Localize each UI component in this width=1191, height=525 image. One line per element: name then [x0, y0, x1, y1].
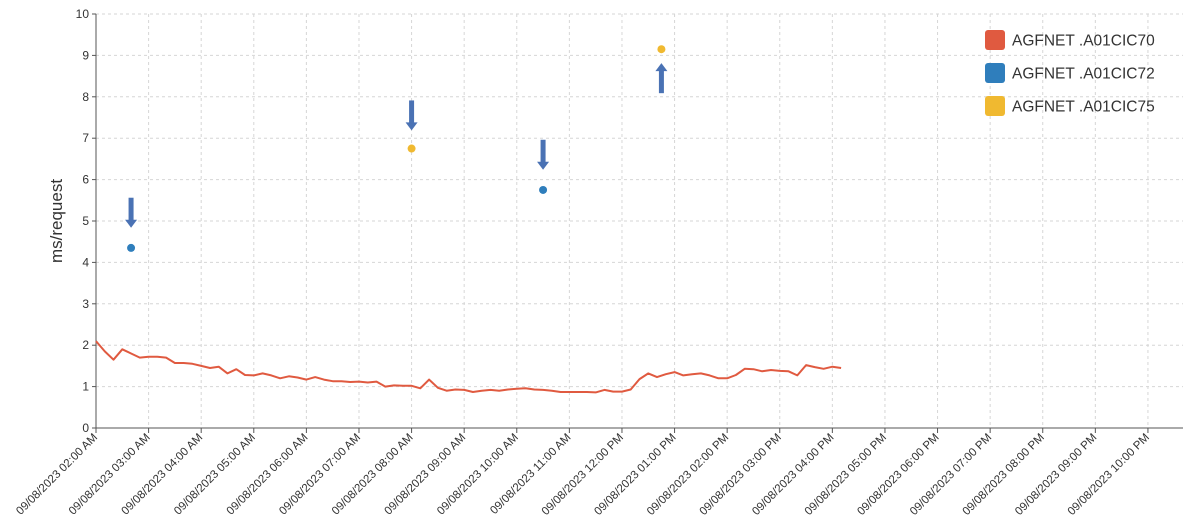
y-tick-label: 5	[82, 214, 89, 228]
y-tick-label: 7	[82, 131, 89, 145]
y-tick-label: 10	[76, 7, 90, 21]
y-axis-title: ms/request	[47, 179, 66, 263]
annotations	[125, 63, 668, 228]
y-tick-label: 4	[82, 255, 89, 269]
arrow-head	[405, 122, 418, 131]
legend-swatch	[985, 63, 1005, 83]
y-tick-label: 1	[82, 380, 89, 394]
down-arrow-icon	[125, 197, 138, 228]
data-point	[127, 243, 136, 252]
y-tick-label: 8	[82, 90, 89, 104]
y-tick-label: 3	[82, 297, 89, 311]
arrow-head	[537, 161, 550, 170]
y-tick-label: 0	[82, 421, 89, 435]
data-point	[539, 185, 548, 194]
legend-swatch	[985, 30, 1005, 50]
legend-item: AGFNET .A01CIC70	[985, 30, 1155, 50]
data-point	[407, 144, 416, 153]
legend-swatch	[985, 96, 1005, 116]
legend-item: AGFNET .A01CIC75	[985, 96, 1155, 116]
arrow-head	[125, 219, 138, 228]
legend-label: AGFNET .A01CIC75	[1012, 99, 1155, 116]
legend: AGFNET .A01CIC70 AGFNET .A01CIC72 AGFNET .…	[985, 30, 1155, 116]
down-arrow-icon	[537, 139, 550, 170]
series-line-1	[95, 340, 842, 394]
legend-label: AGFNET .A01CIC72	[1012, 66, 1155, 83]
y-tick-label: 9	[82, 48, 89, 62]
data-point	[657, 45, 666, 54]
y-tick-label: 2	[82, 338, 89, 352]
up-arrow-icon	[655, 63, 668, 94]
legend-item: AGFNET .A01CIC72	[985, 63, 1155, 83]
arrow-head	[655, 63, 668, 72]
down-arrow-icon	[405, 100, 418, 131]
arrow-shaft	[128, 197, 134, 221]
arrow-shaft	[409, 100, 415, 124]
arrow-shaft	[540, 139, 546, 163]
legend-label: AGFNET .A01CIC70	[1012, 33, 1155, 50]
arrow-shaft	[658, 70, 664, 94]
series	[95, 45, 842, 394]
y-tick-label: 6	[82, 173, 89, 187]
grid	[96, 13, 1183, 428]
